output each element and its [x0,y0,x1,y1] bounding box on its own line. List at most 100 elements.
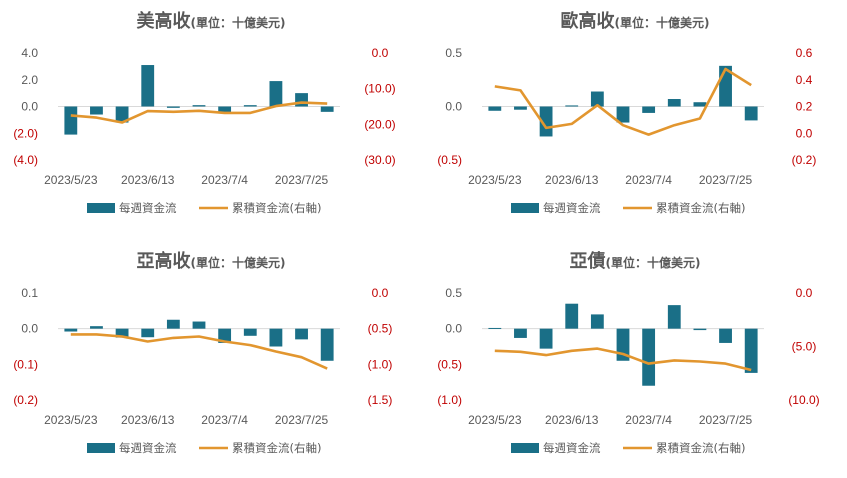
flow-bar [218,106,232,114]
flow-bar [514,106,527,110]
legend-line-label: 累積資金流(右軸) [232,441,321,455]
y-left-tick-label: 0.1 [21,286,38,300]
legend-bar-swatch [87,443,115,453]
x-tick-label: 2023/7/25 [275,173,329,187]
flow-bar [320,328,334,361]
y-left-tick-label: (0.5) [437,357,462,371]
chart-title-unit: (單位：十億美元) [606,255,701,270]
y-right-tick-label: (0.2) [792,153,817,167]
y-right-tick-label: 0.0 [372,286,389,300]
y-right-tick-label: (0.5) [368,322,393,336]
legend-bar-swatch [511,203,539,213]
legend-bar-label: 每週資金流 [543,201,601,215]
y-right-tick-label: (10.0) [364,82,395,96]
y-right-tick-label: 0.2 [796,100,813,114]
chart-panel-asia-high-yield: 亞高收(單位：十億美元) 0.1 0.0 (0.1) (0.2) 0.0 (0.5) (1.0… [0,240,423,478]
y-right-tick-label: (20.0) [364,117,395,131]
flow-bar [565,303,579,329]
y-right-tick-label: (1.5) [368,393,393,407]
cumulative-line [494,347,752,372]
legend-bar-label: 每週資金流 [543,441,601,455]
flow-bar [166,106,180,108]
y-left-tick-label: 0.0 [445,322,462,336]
flow-bar [192,105,206,107]
chart-title-main: 亞債 [570,250,606,272]
y-right-tick-label: 0.6 [796,46,813,60]
y-right-tick-label: (5.0) [792,340,817,354]
x-tick-label: 2023/5/23 [44,173,98,187]
x-tick-label: 2023/6/13 [545,173,599,187]
chart-title: 亞高收(單位：十億美元) [137,250,286,272]
flow-bar [166,319,180,329]
y-left-tick-label: 4.0 [21,46,38,60]
y-left-tick-label: 0.0 [21,100,38,114]
flow-bar [64,328,78,332]
y-right-tick-label: 0.0 [796,286,813,300]
flow-bar [744,328,758,373]
chart-title-unit: (單位：十億美元) [615,15,710,30]
x-tick-label: 2023/5/23 [468,413,522,427]
chart-svg: 美高收(單位：十億美元) 4.0 2.0 0.0 (2.0) (4.0) 0.0 (10.0)… [13,10,395,215]
flow-bar [642,328,656,386]
y-right-tick-label: (30.0) [364,153,395,167]
chart-title: 歐高收(單位：十億美元) [561,10,710,32]
flow-bar [192,321,206,329]
flow-bar [64,106,78,135]
flow-bar [667,305,681,329]
flow-bar [90,326,103,329]
chart-title-unit: (單位：十億美元) [191,255,286,270]
cumulative-line [494,67,752,136]
chart-panel-asia-bond: 亞債(單位：十億美元) 0.5 0.0 (0.5) (1.0) 0.0 (5.0) (10.0… [424,240,847,478]
chart-title: 美高收(單位：十億美元) [137,10,286,32]
chart-title-main: 美高收 [137,10,191,32]
legend-line-label: 累積資金流(右軸) [232,201,321,215]
flow-bar [269,328,283,347]
legend-bar-swatch [87,203,115,213]
cumulative-line [70,333,328,370]
flow-bar [141,328,155,338]
legend-bar-label: 每週資金流 [119,441,177,455]
x-tick-label: 2023/7/4 [625,173,672,187]
chart-title-main: 亞高收 [137,250,191,272]
y-left-tick-label: 0.0 [445,100,462,114]
y-left-tick-label: 2.0 [21,73,38,87]
flow-bar [488,106,502,111]
legend-line-label: 累積資金流(右軸) [656,441,745,455]
cumulative-line [70,101,328,124]
y-left-tick-label: (1.0) [437,393,462,407]
flow-bar [141,65,155,107]
flow-bar [693,102,707,107]
chart-svg: 亞債(單位：十億美元) 0.5 0.0 (0.5) (1.0) 0.0 (5.0) (10.0… [437,250,819,455]
y-right-tick-label: 0.0 [372,46,389,60]
flow-bar [115,106,129,123]
y-left-tick-label: (4.0) [13,153,38,167]
x-tick-label: 2023/6/13 [545,413,599,427]
x-tick-label: 2023/6/13 [121,413,175,427]
legend-line-label: 累積資金流(右軸) [656,201,745,215]
x-tick-label: 2023/5/23 [44,413,98,427]
flow-bar [243,105,257,107]
x-tick-label: 2023/7/4 [201,413,248,427]
x-tick-label: 2023/5/23 [468,173,522,187]
y-right-tick-label: (1.0) [368,357,393,371]
y-left-tick-label: (0.5) [437,153,462,167]
flow-bar [616,106,630,123]
x-tick-label: 2023/7/25 [699,413,753,427]
chart-title-main: 歐高收 [561,10,615,32]
flow-bar [514,328,527,338]
flow-bar [693,328,707,331]
flow-bar [115,328,129,338]
x-tick-label: 2023/7/4 [625,413,672,427]
y-left-tick-label: (2.0) [13,126,38,140]
flow-bar [218,328,232,343]
flow-bar [642,106,656,113]
flow-bar [243,328,257,336]
y-left-tick-label: 0.5 [445,46,462,60]
flow-bar [90,106,103,115]
x-tick-label: 2023/7/4 [201,173,248,187]
flow-bar [590,91,604,107]
flow-bar [590,314,604,329]
x-tick-label: 2023/7/25 [699,173,753,187]
flow-bar [719,328,732,343]
x-tick-label: 2023/7/25 [275,413,329,427]
